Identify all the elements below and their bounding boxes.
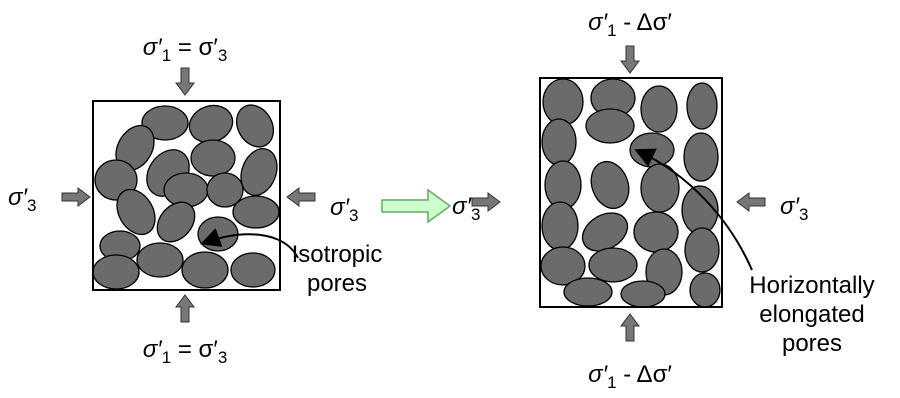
text-part: Isotropic [292, 241, 383, 268]
stress-label: σ′3 [8, 184, 36, 215]
right-grains [541, 79, 720, 307]
stress-label: σ′1 - Δσ′ [588, 9, 672, 40]
load-arrow [621, 46, 639, 73]
load-arrow [737, 193, 765, 211]
stress-label: σ′3 [330, 194, 358, 225]
load-arrow [176, 68, 194, 95]
text-part: 1 [607, 373, 616, 392]
stress-label: σ′1 - Δσ′ [588, 361, 672, 392]
text-part: σ′ [452, 193, 472, 220]
text-part: σ′ [143, 336, 163, 363]
load-arrow [62, 188, 90, 206]
text-part: pores [307, 270, 367, 297]
text-part: pores [782, 330, 842, 357]
text-part: - Δσ′ [617, 361, 673, 388]
text-part: σ′ [143, 34, 163, 61]
text-part: Horizontally [749, 272, 874, 299]
transition-arrow [382, 190, 450, 222]
stress-label: σ′3 [780, 193, 808, 224]
text-part: 3 [218, 46, 227, 65]
load-arrow [287, 188, 315, 206]
text-part: σ′ [588, 9, 608, 36]
stress-label: σ′1 = σ′3 [143, 336, 228, 367]
text-part: - Δσ′ [617, 9, 673, 36]
text-part: 3 [349, 206, 358, 225]
text-part: 3 [27, 196, 36, 215]
text-part: 3 [218, 348, 227, 367]
load-arrow [176, 295, 194, 322]
text-part: = σ′ [171, 34, 218, 61]
text-part: σ′ [780, 193, 800, 220]
text-part: 1 [162, 348, 171, 367]
text-part: 1 [162, 46, 171, 65]
text-part: elongated [759, 301, 864, 328]
text-part: 3 [799, 205, 808, 224]
stress-label: σ′1 = σ′3 [143, 34, 228, 65]
text-part: 3 [471, 205, 480, 224]
diagram: σ′1 = σ′3 σ′1 = σ′3 σ′3 σ′3 Isotropicpor… [0, 0, 900, 398]
left-grains [93, 98, 283, 289]
text-part: 1 [607, 21, 616, 40]
text-part: σ′ [330, 194, 350, 221]
text-part: σ′ [8, 184, 28, 211]
text-part: σ′ [588, 361, 608, 388]
text-part: = σ′ [171, 336, 218, 363]
load-arrow [621, 314, 639, 341]
